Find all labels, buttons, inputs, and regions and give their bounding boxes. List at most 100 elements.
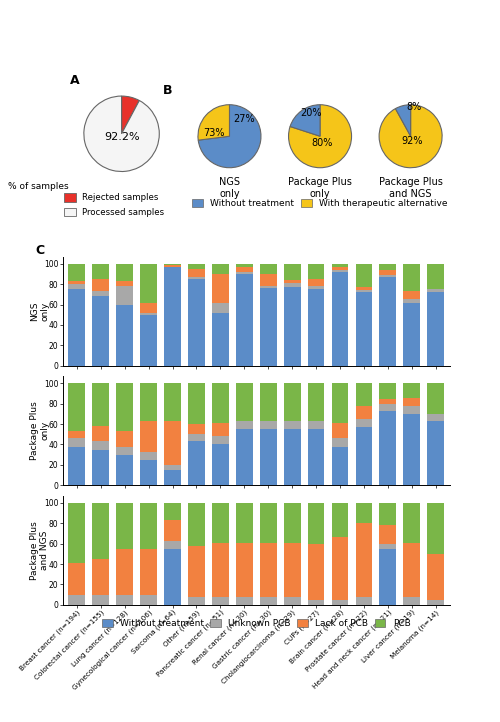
Y-axis label: Package Plus
only: Package Plus only <box>30 401 50 460</box>
Bar <box>164 265 181 267</box>
Text: % of samples: % of samples <box>8 183 68 191</box>
Bar <box>332 272 348 365</box>
Bar <box>380 399 396 404</box>
Wedge shape <box>122 96 140 134</box>
Bar <box>116 446 133 455</box>
Bar <box>188 264 205 269</box>
Bar <box>236 267 252 272</box>
Bar <box>380 544 396 549</box>
Bar <box>284 543 300 596</box>
Bar <box>116 286 133 305</box>
Bar <box>380 264 396 270</box>
Bar <box>164 541 181 549</box>
Bar <box>68 431 85 438</box>
Bar <box>404 292 420 300</box>
Bar <box>260 503 276 543</box>
Bar <box>164 549 181 605</box>
Bar <box>140 383 157 421</box>
Bar <box>332 438 348 446</box>
Wedge shape <box>379 105 442 168</box>
Bar <box>404 406 420 414</box>
Bar <box>308 600 324 605</box>
Bar <box>164 267 181 365</box>
Text: 80%: 80% <box>311 137 332 147</box>
Bar <box>428 554 444 600</box>
Bar <box>380 275 396 277</box>
Bar <box>68 503 85 563</box>
Bar <box>212 445 228 485</box>
Bar <box>68 281 85 284</box>
Bar <box>332 600 348 605</box>
Legend: Rejected samples, Processed samples: Rejected samples, Processed samples <box>61 190 168 220</box>
Bar <box>308 279 324 286</box>
X-axis label: Package Plus
and NGS: Package Plus and NGS <box>378 177 442 199</box>
Bar <box>332 503 348 536</box>
Bar <box>428 292 444 365</box>
Bar <box>260 288 276 365</box>
X-axis label: Package Plus
only: Package Plus only <box>288 177 352 199</box>
Bar <box>164 264 181 265</box>
Bar <box>140 503 157 549</box>
Bar <box>284 280 300 283</box>
Bar <box>164 503 181 521</box>
Bar <box>212 274 228 303</box>
Bar <box>188 279 205 365</box>
Bar <box>92 279 109 292</box>
Bar <box>284 421 300 429</box>
Bar <box>212 596 228 605</box>
Y-axis label: NGS
only: NGS only <box>30 301 50 321</box>
Bar <box>164 521 181 541</box>
Bar <box>188 441 205 485</box>
Bar <box>164 421 181 465</box>
Text: 92.2%: 92.2% <box>104 132 140 142</box>
Bar <box>356 290 372 292</box>
Bar <box>140 315 157 365</box>
Bar <box>188 383 205 424</box>
Bar <box>308 429 324 485</box>
Bar <box>428 383 444 414</box>
Bar <box>92 441 109 450</box>
Bar <box>212 423 228 436</box>
Bar <box>116 305 133 365</box>
Bar <box>260 596 276 605</box>
Bar <box>332 536 348 600</box>
Bar <box>332 423 348 438</box>
Bar <box>380 411 396 485</box>
Bar <box>332 267 348 270</box>
Bar <box>116 264 133 281</box>
Bar <box>356 287 372 290</box>
Bar <box>92 450 109 485</box>
Y-axis label: Package Plus
and NGS: Package Plus and NGS <box>30 521 50 580</box>
Bar <box>140 264 157 303</box>
Bar <box>284 264 300 280</box>
Bar <box>188 435 205 441</box>
Bar <box>332 270 348 272</box>
Bar <box>308 503 324 544</box>
Bar <box>140 460 157 485</box>
Bar <box>404 414 420 485</box>
Wedge shape <box>198 105 261 168</box>
Bar <box>260 421 276 429</box>
Bar <box>284 283 300 287</box>
Bar <box>140 313 157 315</box>
Text: B: B <box>162 84 172 97</box>
Bar <box>188 503 205 546</box>
Bar <box>236 274 252 365</box>
Bar <box>116 549 133 594</box>
Bar <box>188 277 205 279</box>
Bar <box>404 303 420 365</box>
Bar <box>284 596 300 605</box>
Bar <box>380 549 396 605</box>
Bar <box>284 287 300 365</box>
Bar <box>356 523 372 596</box>
Bar <box>332 264 348 267</box>
Wedge shape <box>84 96 160 172</box>
Bar <box>68 290 85 365</box>
Bar <box>260 274 276 286</box>
Bar <box>356 383 372 406</box>
Bar <box>380 503 396 526</box>
Bar <box>308 421 324 429</box>
Bar <box>428 421 444 485</box>
Bar <box>404 398 420 406</box>
Bar <box>284 503 300 543</box>
